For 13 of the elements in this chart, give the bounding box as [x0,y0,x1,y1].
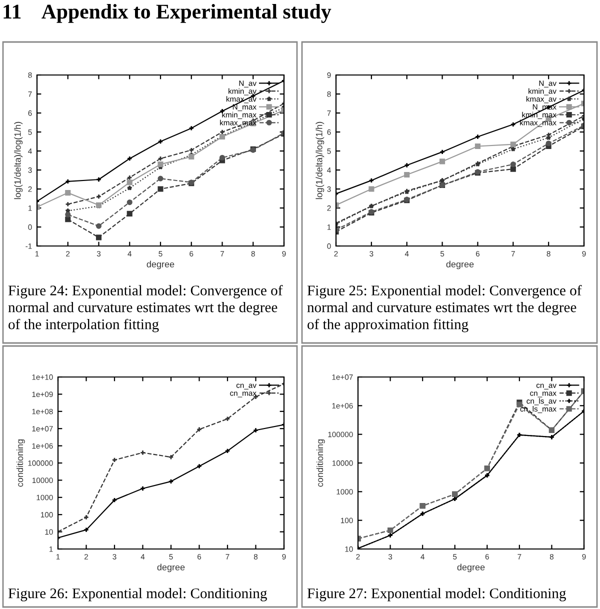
caption: Figure 25: Exponential model: Convergence of normal and curvature estimates wrt the degree of the approximation fitting [307,285,582,332]
caption: Figure 27: Exponential model: Conditioning [307,588,566,602]
x-axis-title: degree [146,260,174,270]
x-axis-title: degree [457,564,485,572]
caption: Figure 26: Exponential model: Conditioning [8,588,267,602]
y-axis-title: log(1/delta)/log(1/h) [14,122,23,200]
text: 11 Appendix to Experimental study [4,4,332,23]
y-axis-title: log(1/delta)/log(1/h) [316,122,324,200]
y-axis-title: conditioning [316,439,325,487]
x-axis-title: degree [446,260,474,270]
y-axis-title: conditioning [16,439,25,487]
caption: Figure 24: Exponential model: Convergence of normal and curvature estimates wrt the degree of the interpolation fitting [8,285,283,332]
x-axis-title: degree [157,564,185,572]
